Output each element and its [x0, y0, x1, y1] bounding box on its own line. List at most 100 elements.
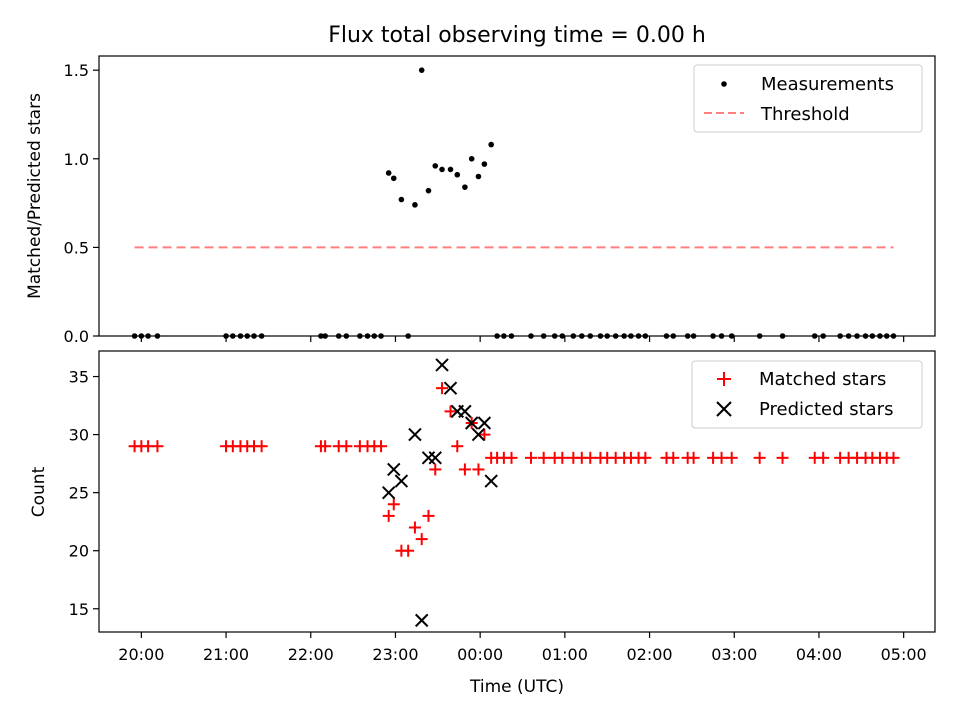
matched-star-point [436, 382, 449, 395]
legend-marker-matched [717, 372, 731, 386]
predicted-star-point [415, 613, 429, 628]
predicted-star-point [381, 485, 396, 500]
top-axes-frame [98, 55, 936, 337]
top-ytick-label: 1.5 [64, 61, 89, 80]
bottom-legend-box [691, 360, 923, 429]
predicted-star-point [471, 427, 486, 442]
predicted-star-point [484, 474, 498, 488]
matched-star-point [584, 451, 597, 464]
measurement-point [432, 163, 439, 169]
measurement-point [418, 67, 425, 73]
measurement-point [439, 166, 445, 173]
top-ytick-label: 1.0 [64, 150, 89, 169]
bottom-ylabel: Count [29, 466, 49, 517]
top-legend: Measurements Threshold [693, 64, 923, 133]
measurement-point [468, 155, 475, 162]
top-y-ticks: 0.0 0.5 1.0 1.5 [64, 61, 99, 346]
predicted-star-point [458, 404, 472, 419]
matched-star-point [408, 521, 421, 534]
top-ylabel: Matched/Predicted stars [25, 93, 45, 299]
bottom-xtick-label: 01:00 [542, 645, 588, 664]
matched-star-point [415, 533, 428, 546]
predicted-star-point [443, 381, 458, 395]
bottom-x-ticks: 20:00 21:00 22:00 23:00 00:00 01:00 02:00 03:00… [118, 632, 927, 664]
legend-label-matched: Matched stars [759, 369, 886, 390]
top-ytick-label: 0.0 [64, 327, 89, 346]
predicted-star-stroke-b [471, 427, 486, 442]
bottom-xtick-label: 02:00 [627, 645, 673, 664]
matched-star-point [537, 451, 550, 464]
predicted-star-stroke-b [415, 613, 429, 628]
predicted-star-stroke-b [477, 416, 492, 430]
measurement-point [488, 141, 494, 148]
measurement-point [462, 184, 468, 190]
predicted-star-stroke-b [443, 381, 458, 395]
matched-star-point [524, 451, 537, 464]
bottom-ytick-label: 15 [69, 600, 89, 619]
matched-star-point [429, 463, 442, 476]
bottom-y-ticks: 15 20 25 30 35 [69, 368, 99, 619]
predicted-star-stroke-b [464, 416, 479, 430]
bottom-ytick-label: 35 [69, 368, 89, 387]
matched-star-point [444, 405, 457, 418]
matched-star-point [715, 451, 728, 464]
measurement-point [425, 187, 432, 194]
bottom-ytick-label: 25 [69, 484, 89, 503]
matched-star-point [422, 509, 435, 522]
predicted-star-stroke-b [435, 358, 449, 372]
matched-star-point [319, 440, 332, 453]
matched-star-point [887, 451, 900, 464]
bottom-xtick-label: 00:00 [457, 645, 503, 664]
matched-star-point [478, 428, 491, 441]
matched-star-point [382, 509, 395, 522]
measurement-point [481, 161, 488, 167]
legend-label-measurements: Measurements [761, 74, 894, 95]
top-legend-box [693, 64, 923, 133]
predicted-star-point [408, 427, 422, 442]
matched-star-point [725, 451, 738, 464]
legend-marker-measurements [721, 81, 727, 87]
matched-star-point [472, 463, 485, 476]
bottom-xtick-label: 21:00 [203, 645, 249, 664]
bottom-ytick-label: 30 [69, 426, 89, 445]
matched-star-point [753, 451, 766, 464]
measurement-point [398, 196, 405, 203]
matched-star-point [402, 544, 415, 557]
measurement-point [475, 173, 482, 180]
matched-star-point [776, 451, 789, 464]
measurement-point [447, 166, 454, 173]
matched-star-point [340, 440, 353, 453]
predicted-star-stroke-b [381, 485, 396, 500]
predicted-star-stroke-b [428, 451, 442, 465]
predicted-star-point [394, 474, 409, 488]
matched-star-point [255, 440, 268, 453]
bottom-xtick-label: 20:00 [118, 645, 164, 664]
predicted-star-stroke-b [408, 427, 422, 442]
measurement-point [385, 170, 392, 176]
matched-star-point [639, 451, 652, 464]
chart-title: Flux total observing time = 0.00 h [328, 23, 706, 48]
predicted-star-point [435, 358, 449, 372]
bottom-axes-frame [98, 350, 936, 633]
matched-star-point [505, 451, 518, 464]
bottom-xtick-label: 04:00 [796, 645, 842, 664]
matched-star-point [556, 451, 569, 464]
predicted-star-point [387, 462, 401, 477]
measurement-point [412, 202, 418, 208]
predicted-star-point [464, 416, 479, 430]
bottom-xtick-label: 23:00 [372, 645, 418, 664]
matched-star-point [687, 451, 700, 464]
measurement-point [390, 175, 397, 182]
bottom-legend: Matched stars Predicted stars [691, 360, 923, 429]
predicted-star-stroke-b [484, 474, 498, 488]
legend-label-predicted: Predicted stars [759, 399, 893, 420]
predicted-star-point [428, 451, 442, 465]
legend-label-threshold: Threshold [760, 104, 850, 125]
top-ytick-label: 0.5 [64, 238, 89, 257]
bottom-xtick-label: 05:00 [881, 645, 927, 664]
predicted-star-stroke-b [458, 404, 472, 419]
predicted-star-point [477, 416, 492, 430]
predicted-star-stroke-b [394, 474, 409, 488]
measurement-point [454, 171, 461, 178]
